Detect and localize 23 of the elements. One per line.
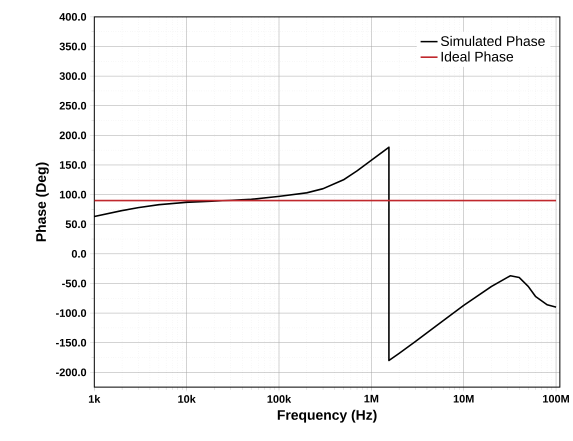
y-tick-label: 300.0 xyxy=(60,72,86,80)
x-tick-label: 10k xyxy=(178,395,196,404)
x-tick-label: 10M xyxy=(454,395,474,403)
y-tick-label: 400.0 xyxy=(59,13,86,21)
y-tick-label: 0.0 xyxy=(72,250,86,258)
y-tick-label: 350.0 xyxy=(60,42,86,50)
y-tick-label: 50.0 xyxy=(66,220,86,228)
y-tick-label: -150.0 xyxy=(56,338,86,347)
y-axis-title: Phase (Deg) xyxy=(36,162,49,242)
y-tick-label: 100.0 xyxy=(60,190,86,199)
y-tick-label: 200.0 xyxy=(60,132,86,140)
y-tick-label: -50.0 xyxy=(62,280,86,288)
x-tick-label: 100k xyxy=(268,395,292,404)
x-axis-title: Frequency (Hz) xyxy=(278,410,377,423)
legend-label: Ideal Phase xyxy=(442,51,514,62)
y-tick-label: -200.0 xyxy=(56,368,86,376)
legend-label: Simulated Phase xyxy=(440,36,545,46)
y-tick-label: 150.0 xyxy=(60,161,86,169)
x-tick-label: 1M xyxy=(364,395,378,403)
x-tick-label: 1k xyxy=(88,395,100,403)
y-tick-label: -100.0 xyxy=(56,309,86,318)
y-tick-label: 250.0 xyxy=(60,102,86,110)
x-tick-label: 100M xyxy=(543,395,569,403)
